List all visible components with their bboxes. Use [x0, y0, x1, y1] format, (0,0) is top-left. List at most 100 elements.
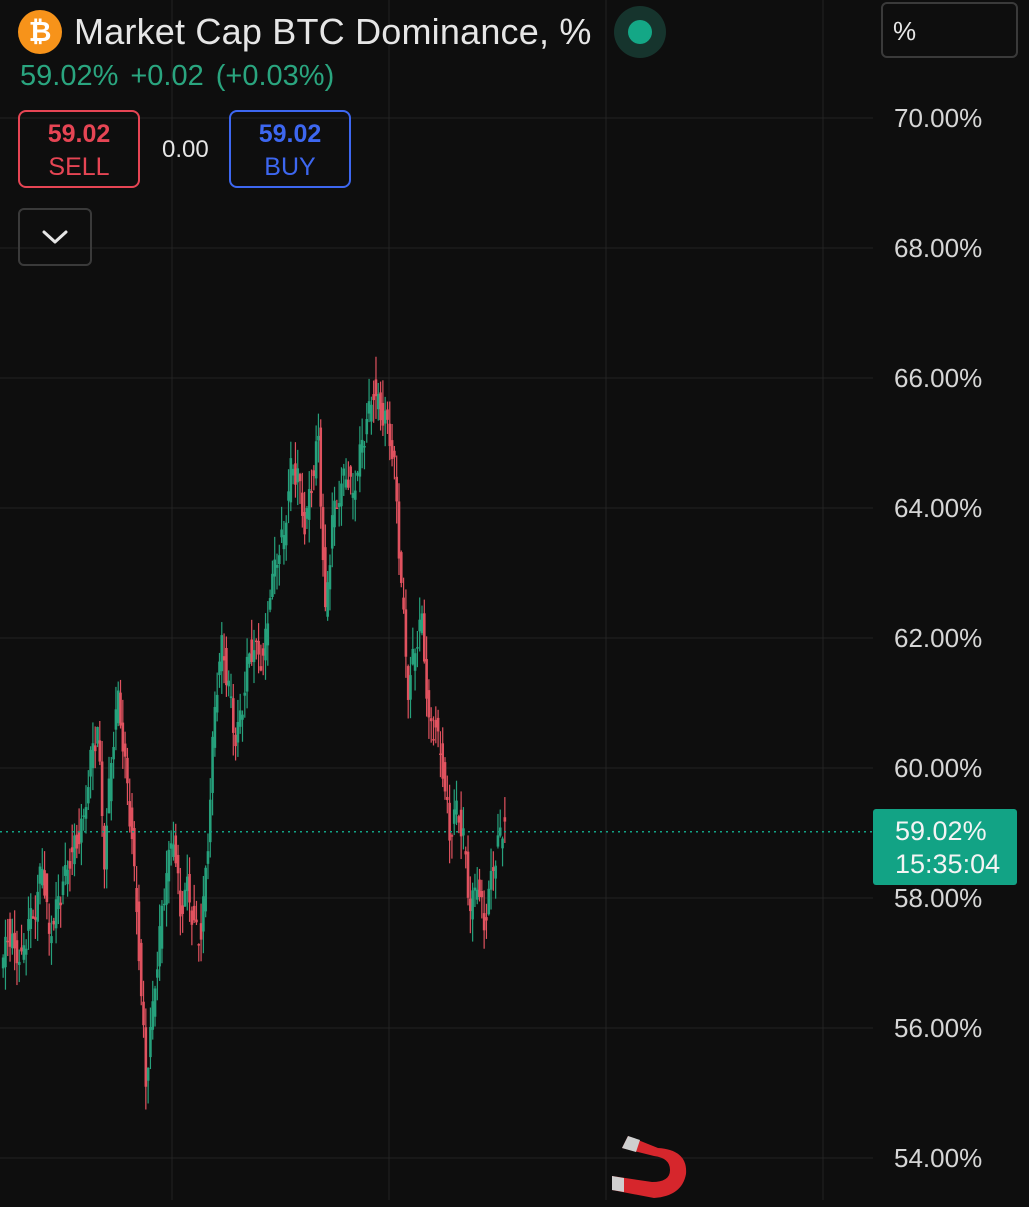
candle-body: [241, 714, 244, 720]
magnet-icon[interactable]: [598, 1118, 720, 1207]
candle-body: [395, 476, 398, 502]
candle-body: [211, 736, 214, 793]
candle-body: [231, 698, 235, 733]
candle-body: [471, 890, 474, 920]
candle-body: [294, 463, 297, 485]
candle-body: [93, 745, 97, 752]
candle-body: [75, 834, 79, 849]
candle-body: [202, 896, 205, 932]
bitcoin-icon: ₿: [18, 10, 62, 54]
candle-body: [126, 757, 129, 784]
candle-body: [298, 474, 302, 482]
price-summary: 59.02% +0.02 (+0.03%): [20, 60, 346, 93]
market-status-indicator[interactable]: [613, 6, 666, 58]
sell-button[interactable]: 59.02 SELL: [18, 110, 140, 188]
candle-body: [181, 905, 184, 914]
candle-body: [370, 404, 373, 422]
candle-body: [429, 718, 433, 722]
candle-body: [54, 899, 58, 929]
price-change-percent: (+0.03%): [215, 60, 335, 92]
y-axis: 70.00% 68.00% 66.00% 64.00% 62.00% 60.00% 58.0…: [894, 103, 982, 1173]
candle-body: [43, 870, 46, 896]
candle-body: [282, 534, 286, 550]
candle-body: [397, 501, 401, 559]
candle-body: [399, 552, 403, 583]
candle-body: [287, 491, 290, 501]
candle-body: [301, 492, 304, 516]
candle-body: [358, 444, 362, 477]
candle-body: [452, 809, 456, 824]
candle-body: [225, 647, 228, 686]
candle-body: [36, 891, 39, 922]
candle-body: [381, 402, 385, 426]
candle-body: [450, 835, 454, 837]
current-price: 59.02%: [895, 816, 987, 846]
candle-body: [448, 802, 451, 841]
candle-body: [50, 936, 53, 944]
candle-body: [487, 888, 491, 915]
candle-body: [119, 692, 122, 726]
candle-body: [363, 446, 366, 448]
candle-body: [383, 410, 387, 424]
candle-body: [475, 889, 479, 900]
candle-body: [409, 675, 412, 700]
candle-body: [80, 818, 83, 843]
buy-price: 59.02: [258, 120, 322, 148]
candle-body: [374, 379, 378, 397]
candle-body: [243, 692, 247, 696]
candle-body: [52, 920, 56, 925]
candle-body: [303, 512, 306, 535]
candle-body: [347, 479, 350, 488]
candle-body: [227, 680, 230, 687]
candle-body: [192, 905, 196, 921]
candle-body: [179, 890, 182, 917]
candle-body: [473, 887, 477, 891]
candle-body: [376, 393, 380, 410]
candle-body: [167, 849, 171, 882]
candle-body: [291, 468, 295, 476]
candle-body: [169, 843, 173, 849]
candle-body: [328, 565, 332, 590]
candle-body: [123, 743, 127, 757]
y-tick-label: 64.00%: [894, 493, 982, 523]
candle-body: [264, 628, 267, 661]
candle-body: [494, 865, 497, 879]
candle-body: [165, 873, 168, 905]
candle-body: [153, 988, 157, 1017]
candle-body: [73, 835, 76, 865]
candle-body: [98, 740, 102, 762]
live-dot-icon: [627, 20, 652, 44]
expand-button[interactable]: [18, 208, 92, 266]
candle-body: [172, 844, 175, 857]
candle-body: [22, 945, 26, 960]
candle-body: [360, 439, 364, 453]
buy-button[interactable]: 59.02 BUY: [229, 110, 351, 188]
price-change: +0.02: [130, 60, 204, 92]
candle-body: [24, 948, 28, 955]
candle-body: [87, 787, 90, 804]
candle-body: [176, 854, 180, 874]
candle-body: [190, 910, 194, 925]
candle-body: [330, 515, 334, 549]
candle-body: [503, 817, 507, 822]
symbol-title[interactable]: Market Cap BTC Dominance, %: [74, 11, 592, 52]
y-tick-label: 62.00%: [894, 623, 982, 653]
candle-body: [261, 648, 265, 656]
scale-mode-button[interactable]: %: [881, 2, 1018, 58]
candle-body: [404, 609, 408, 657]
candle-body: [333, 500, 336, 528]
candle-body: [498, 827, 502, 836]
price-series: [1, 356, 507, 1110]
candle-body: [312, 470, 316, 477]
sell-label: SELL: [48, 153, 110, 181]
candle-body: [443, 762, 447, 792]
candle-body: [63, 865, 67, 876]
candle-body: [250, 639, 253, 662]
candle-body: [195, 919, 198, 923]
candle-body: [271, 573, 274, 598]
candle-body: [319, 427, 323, 507]
candle-body: [340, 483, 343, 507]
candle-body: [356, 472, 359, 476]
candle-body: [6, 940, 10, 943]
